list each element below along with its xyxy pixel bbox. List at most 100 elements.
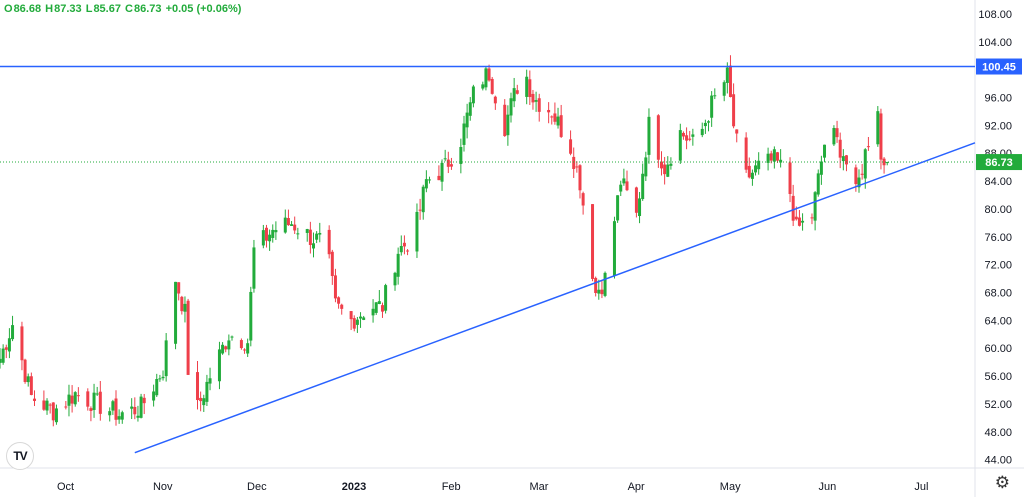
candle-body bbox=[73, 392, 77, 405]
candle-body bbox=[882, 158, 886, 166]
level-label: 100.45 bbox=[982, 62, 1016, 74]
candle-body bbox=[534, 100, 538, 102]
candle-body bbox=[199, 397, 203, 402]
candle-body bbox=[860, 173, 864, 175]
candle-body bbox=[703, 122, 707, 127]
candle-body bbox=[120, 412, 124, 420]
candle-body bbox=[239, 340, 243, 349]
candle-body bbox=[669, 163, 673, 166]
candle-body bbox=[619, 184, 623, 192]
candle-body bbox=[252, 247, 256, 289]
candle-body bbox=[484, 68, 488, 88]
candle-body bbox=[1, 348, 5, 363]
candle-body bbox=[337, 297, 341, 304]
candle-body bbox=[707, 121, 711, 123]
candle-body bbox=[139, 396, 143, 418]
candle-body bbox=[509, 98, 513, 116]
candle-body bbox=[406, 250, 410, 252]
candle-body bbox=[393, 272, 397, 286]
candle-body bbox=[732, 94, 736, 127]
candle-body bbox=[823, 144, 827, 158]
y-tick-label: 60.00 bbox=[984, 343, 1012, 355]
candle-body bbox=[854, 167, 858, 185]
candle-body bbox=[866, 146, 870, 148]
candle-body bbox=[396, 253, 400, 277]
candle-body bbox=[264, 227, 268, 241]
candle-body bbox=[318, 232, 322, 235]
candle-body bbox=[572, 156, 576, 169]
candle-body bbox=[663, 164, 667, 175]
candle-body bbox=[725, 67, 729, 83]
candle-body bbox=[230, 336, 234, 338]
candle-body bbox=[531, 93, 535, 103]
support-trendline bbox=[134, 142, 976, 454]
candle-body bbox=[591, 204, 595, 279]
y-tick-label: 44.00 bbox=[984, 455, 1012, 467]
candle-body bbox=[788, 162, 792, 195]
candle-body bbox=[569, 139, 573, 154]
candle-body bbox=[744, 137, 748, 170]
candle-body bbox=[29, 376, 33, 395]
candle-body bbox=[362, 317, 366, 320]
candle-body bbox=[327, 229, 331, 255]
candle-body bbox=[528, 79, 532, 98]
y-tick-label: 64.00 bbox=[984, 315, 1012, 327]
candle-body bbox=[766, 153, 770, 163]
candle-body bbox=[471, 86, 475, 104]
candle-body bbox=[384, 285, 388, 311]
candle-body bbox=[243, 349, 247, 351]
candle-body bbox=[634, 187, 638, 213]
candle-body bbox=[559, 115, 563, 137]
candle-body bbox=[246, 343, 250, 354]
candle-body bbox=[556, 116, 560, 126]
candle-body bbox=[142, 397, 146, 404]
x-tick-label: Oct bbox=[57, 481, 74, 493]
candle-body bbox=[791, 195, 795, 221]
candle-body bbox=[371, 308, 375, 316]
candle-body bbox=[274, 230, 278, 233]
candle-body bbox=[816, 173, 820, 195]
candle-body bbox=[261, 230, 265, 246]
candle-body bbox=[305, 229, 309, 233]
y-tick-label: 48.00 bbox=[984, 427, 1012, 439]
candle-body bbox=[196, 372, 200, 401]
low-value: 85.67 bbox=[93, 3, 121, 15]
candle-body bbox=[268, 234, 272, 242]
candle-body bbox=[202, 398, 206, 406]
level-badge bbox=[976, 58, 1022, 75]
candle-body bbox=[832, 127, 836, 145]
y-tick-label: 56.00 bbox=[984, 371, 1012, 383]
candle-body bbox=[48, 404, 52, 406]
candle-body bbox=[359, 316, 363, 319]
candle-body bbox=[506, 114, 510, 136]
candle-body bbox=[315, 233, 319, 240]
y-tick-label: 84.00 bbox=[984, 176, 1012, 188]
x-tick-label: 2023 bbox=[342, 481, 366, 493]
candle-body bbox=[876, 111, 880, 145]
candle-body bbox=[747, 165, 751, 178]
gear-icon[interactable]: ⚙ bbox=[994, 473, 1010, 493]
open-label: O bbox=[4, 3, 13, 15]
candle-body bbox=[550, 116, 554, 118]
candle-body bbox=[835, 128, 839, 138]
candle-body bbox=[713, 95, 717, 97]
candle-body bbox=[89, 408, 93, 411]
y-tick-label: 72.00 bbox=[984, 260, 1012, 272]
candle-body bbox=[547, 109, 551, 113]
candle-body bbox=[503, 104, 507, 137]
candle-body bbox=[647, 116, 651, 155]
candle-body bbox=[797, 217, 801, 226]
low-label: L bbox=[85, 3, 93, 15]
candle-body bbox=[537, 98, 541, 112]
candle-body bbox=[515, 90, 519, 94]
tradingview-logo[interactable]: TV bbox=[6, 442, 34, 470]
candle-body bbox=[468, 102, 472, 116]
candle-body bbox=[644, 157, 648, 177]
candle-body bbox=[459, 146, 463, 165]
candle-body bbox=[754, 165, 758, 173]
candle-body bbox=[428, 179, 432, 181]
candle-body bbox=[0, 358, 2, 363]
high-label: H bbox=[45, 3, 54, 15]
candle-body bbox=[23, 359, 27, 382]
